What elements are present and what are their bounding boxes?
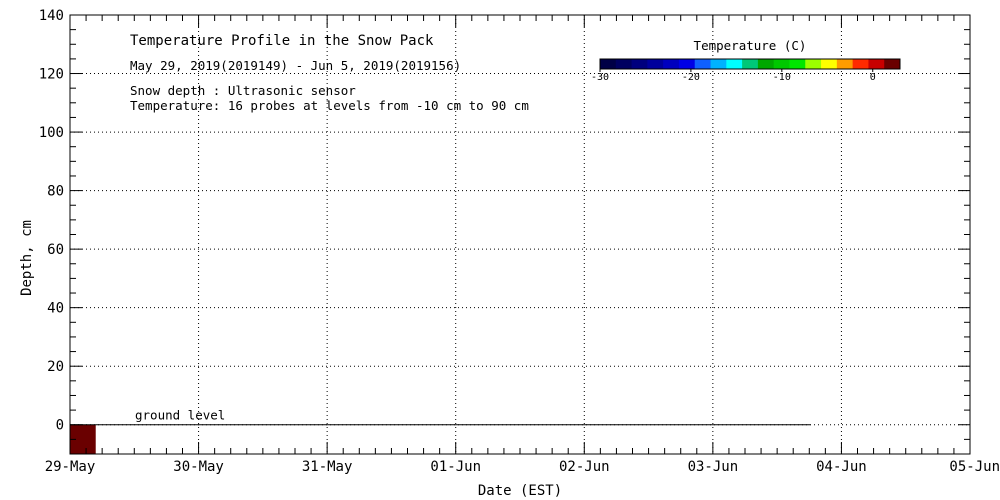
y-tick-label: 80 <box>47 184 64 200</box>
colorbar-tick-label: -20 <box>682 72 700 83</box>
colorbar-swatches <box>599 58 901 70</box>
colorbar-title: Temperature (C) <box>694 38 807 53</box>
colorbar-swatch <box>821 59 838 69</box>
grid-lines <box>70 15 970 454</box>
y-tick-label: 40 <box>47 301 64 317</box>
colorbar-swatch <box>789 59 806 69</box>
note-temperature: Temperature: 16 probes at levels from -1… <box>130 98 529 113</box>
colorbar-tick-label: 0 <box>870 72 876 83</box>
chart-title: Temperature Profile in the Snow Pack <box>130 33 434 49</box>
y-tick-label: 120 <box>39 67 64 83</box>
ground-level-label: ground level <box>135 408 225 423</box>
colorbar-swatch <box>868 59 885 69</box>
colorbar-swatch <box>805 59 822 69</box>
note-snow-depth: Snow depth : Ultrasonic sensor <box>130 83 356 98</box>
colorbar-legend: Temperature (C) -30 -20 -10 0 <box>591 38 901 83</box>
colorbar-swatch <box>836 59 854 69</box>
colorbar-swatch <box>600 59 617 69</box>
colorbar-swatch <box>757 59 775 69</box>
colorbar-swatch <box>773 59 790 69</box>
x-tick-label: 30-May <box>173 459 224 475</box>
colorbar-ticks: -30 -20 -10 0 <box>591 69 876 83</box>
colorbar-frame <box>599 58 901 70</box>
colorbar-swatch <box>647 59 664 69</box>
colorbar-swatch <box>694 59 712 69</box>
colorbar-swatch <box>678 59 696 69</box>
y-tick-label: 140 <box>39 8 64 24</box>
y-tick-label: 0 <box>56 418 64 434</box>
y-tick-label: 20 <box>47 359 64 375</box>
plot-frame <box>69 14 971 455</box>
x-axis-label: Date (EST) <box>478 483 562 499</box>
colorbar-swatch <box>742 59 759 69</box>
ground-level-marker: ground level <box>70 408 811 426</box>
colorbar-swatch <box>710 59 727 69</box>
y-tick-label: 60 <box>47 242 64 258</box>
colorbar-tick-label: -30 <box>591 72 609 83</box>
x-tick-label: 01-Jun <box>430 459 481 475</box>
x-tick-label: 05-Jun <box>949 459 1000 475</box>
x-tick-label: 03-Jun <box>688 459 739 475</box>
y-axis-label: Depth, cm <box>19 220 35 296</box>
chart-subtitle: May 29, 2019(2019149) - Jun 5, 2019(2019… <box>130 58 461 73</box>
colorbar-swatch <box>726 59 743 69</box>
x-tick-label: 02-Jun <box>559 459 610 475</box>
colorbar-swatch <box>615 59 633 69</box>
x-tick-label: 04-Jun <box>816 459 867 475</box>
y-tick-label: 100 <box>39 125 64 141</box>
colorbar-swatch <box>884 59 901 69</box>
colorbar-swatch <box>663 59 680 69</box>
colorbar-tick-label: -10 <box>773 72 791 83</box>
colorbar-swatch <box>631 59 648 69</box>
x-tick-label: 31-May <box>302 459 353 475</box>
colorbar-swatch <box>852 59 869 69</box>
axes: 0 20 40 60 80 100 120 140 29-May 30-May 31-May 01-J… <box>39 8 1000 475</box>
x-tick-label: 29-May <box>45 459 96 475</box>
chart-text: Temperature Profile in the Snow Pack May… <box>19 33 562 499</box>
